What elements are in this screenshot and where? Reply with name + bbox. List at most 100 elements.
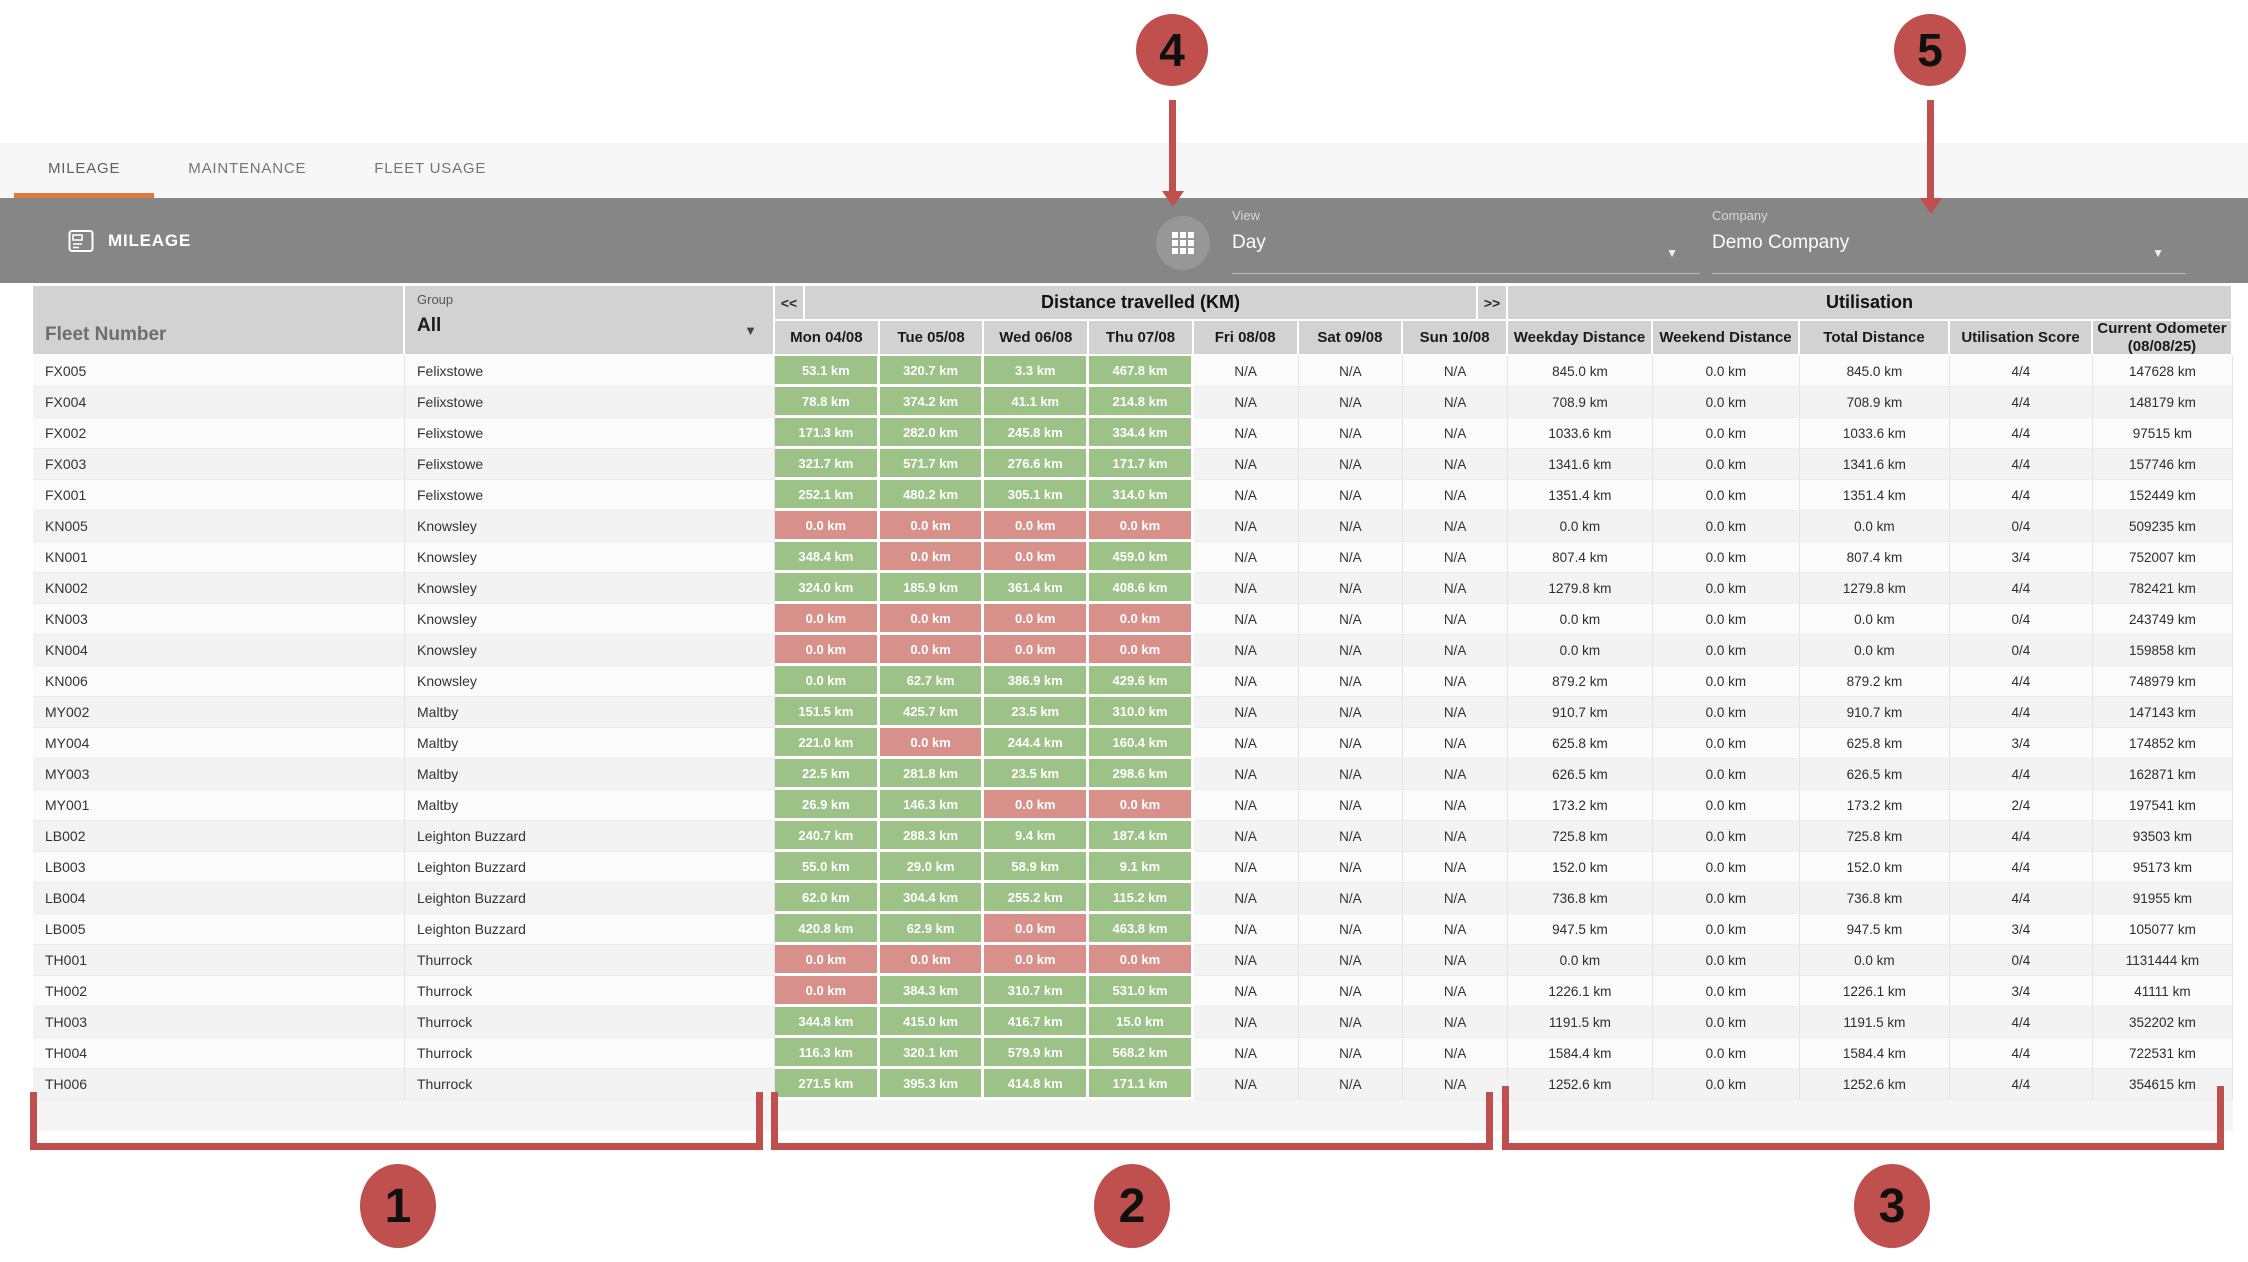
tab-mileage[interactable]: MILEAGE — [14, 143, 155, 198]
weekend-distance-cell: 0.0 km — [1652, 1038, 1800, 1069]
total-distance-cell: 1341.6 km — [1799, 449, 1950, 480]
group-cell: Felixstowe — [405, 387, 775, 418]
day-distance-cell: 459.0 km — [1089, 542, 1194, 573]
day-distance-cell: N/A — [1193, 1038, 1299, 1069]
day-distance-cell: N/A — [1403, 604, 1508, 635]
utilisation-score-cell: 4/4 — [1949, 1038, 2093, 1069]
view-select[interactable]: View Day ▼ — [1232, 208, 1700, 274]
total-distance-cell: 0.0 km — [1799, 945, 1950, 976]
weekday-distance-cell: 1351.4 km — [1507, 480, 1653, 511]
next-week-button[interactable]: >> — [1478, 286, 1508, 321]
day-distance-cell: 305.1 km — [984, 480, 1090, 511]
table-row: KN005 Knowsley 0.0 km 0.0 km 0.0 km 0.0 km N/A… — [33, 511, 2233, 542]
weekday-distance-cell: 807.4 km — [1507, 542, 1653, 573]
day-distance-cell: N/A — [1403, 418, 1508, 449]
previous-week-button[interactable]: << — [775, 286, 805, 321]
day-distance-cell: 271.5 km — [775, 1069, 880, 1100]
grid-view-button[interactable] — [1156, 216, 1210, 270]
day-distance-cell: 0.0 km — [879, 542, 985, 573]
fleet-number-cell: TH006 — [33, 1069, 405, 1100]
day-distance-cell: 334.4 km — [1089, 418, 1194, 449]
utilisation-score-cell: 4/4 — [1949, 480, 2093, 511]
group-cell: Felixstowe — [405, 418, 775, 449]
grid-icon — [1172, 232, 1194, 254]
weekday-distance-cell: 625.8 km — [1507, 728, 1653, 759]
view-value: Day — [1232, 232, 1266, 253]
table-row: TH006 Thurrock 271.5 km 395.3 km 414.8 km 171… — [33, 1069, 2233, 1100]
day-distance-cell: N/A — [1298, 1038, 1404, 1069]
fleet-number-cell: TH002 — [33, 976, 405, 1007]
table-row: LB002 Leighton Buzzard 240.7 km 288.3 km 9.4… — [33, 821, 2233, 852]
weekend-distance-cell: 0.0 km — [1652, 883, 1800, 914]
day-distance-cell: 62.0 km — [775, 883, 880, 914]
day-distance-cell: N/A — [1298, 914, 1404, 945]
group-value: All — [417, 315, 442, 336]
table-row: FX002 Felixstowe 171.3 km 282.0 km 245.8 km 3… — [33, 418, 2233, 449]
weekend-distance-cell: 0.0 km — [1652, 821, 1800, 852]
day-distance-cell: N/A — [1403, 914, 1508, 945]
weekend-distance-cell: 0.0 km — [1652, 697, 1800, 728]
odometer-cell: 97515 km — [2092, 418, 2233, 449]
day-distance-cell: 579.9 km — [984, 1038, 1090, 1069]
table-header: Fleet Number Group All ▼ << Distance tra… — [33, 286, 2233, 356]
fleet-number-cell: LB005 — [33, 914, 405, 945]
annotation-marker-5: 5 — [1894, 14, 1966, 86]
day-distance-cell: 0.0 km — [1089, 635, 1194, 666]
annotation-bracket-3 — [1502, 1086, 2224, 1150]
odometer-cell: 148179 km — [2092, 387, 2233, 418]
utilisation-score-cell: 0/4 — [1949, 945, 2093, 976]
total-distance-cell: 845.0 km — [1799, 356, 1950, 387]
company-select[interactable]: Company Demo Company ▼ — [1712, 208, 2186, 274]
group-filter-dropdown[interactable]: Group All ▼ — [405, 286, 775, 356]
odometer-cell: 93503 km — [2092, 821, 2233, 852]
weekday-distance-cell: 173.2 km — [1507, 790, 1653, 821]
day-distance-cell: N/A — [1403, 542, 1508, 573]
group-cell: Knowsley — [405, 604, 775, 635]
utilisation-score-cell: 4/4 — [1949, 573, 2093, 604]
group-cell: Thurrock — [405, 1069, 775, 1100]
annotation-marker-3: 3 — [1854, 1164, 1930, 1248]
utilisation-score-cell: 3/4 — [1949, 728, 2093, 759]
toolbar-title: MILEAGE — [108, 230, 192, 250]
weekday-distance-cell: 1279.8 km — [1507, 573, 1653, 604]
day-distance-cell: 310.7 km — [984, 976, 1090, 1007]
weekday-distance-cell: 947.5 km — [1507, 914, 1653, 945]
day-distance-cell: 320.7 km — [879, 356, 985, 387]
day-distance-cell: 240.7 km — [775, 821, 880, 852]
day-distance-cell: N/A — [1298, 821, 1404, 852]
day-distance-cell: N/A — [1403, 852, 1508, 883]
utilisation-score-cell: 4/4 — [1949, 821, 2093, 852]
day-distance-cell: 568.2 km — [1089, 1038, 1194, 1069]
day-distance-cell: N/A — [1193, 604, 1299, 635]
total-distance-cell: 152.0 km — [1799, 852, 1950, 883]
group-cell: Thurrock — [405, 1007, 775, 1038]
day-distance-cell: 310.0 km — [1089, 697, 1194, 728]
group-cell: Leighton Buzzard — [405, 914, 775, 945]
weekend-distance-cell: 0.0 km — [1652, 759, 1800, 790]
group-cell: Leighton Buzzard — [405, 852, 775, 883]
table-row: MY003 Maltby 22.5 km 281.8 km 23.5 km 298.6 k… — [33, 759, 2233, 790]
utilisation-score-cell: 4/4 — [1949, 1069, 2093, 1100]
odometer-cell: 354615 km — [2092, 1069, 2233, 1100]
day-distance-cell: 0.0 km — [984, 945, 1090, 976]
day-distance-cell: 116.3 km — [775, 1038, 880, 1069]
odometer-cell: 159858 km — [2092, 635, 2233, 666]
annotation-marker-2: 2 — [1094, 1164, 1170, 1248]
day-distance-cell: 0.0 km — [984, 604, 1090, 635]
tab-fleet-usage[interactable]: FLEET USAGE — [374, 159, 487, 177]
fleet-number-header[interactable]: Fleet Number — [33, 286, 405, 356]
total-distance-cell: 807.4 km — [1799, 542, 1950, 573]
weekend-distance-cell: 0.0 km — [1652, 1069, 1800, 1100]
day-distance-cell: N/A — [1298, 573, 1404, 604]
day-distance-cell: N/A — [1298, 790, 1404, 821]
tab-maintenance[interactable]: MAINTENANCE — [188, 159, 307, 177]
day-distance-cell: 0.0 km — [879, 945, 985, 976]
day-distance-cell: N/A — [1193, 387, 1299, 418]
weekday-distance-cell: 0.0 km — [1507, 604, 1653, 635]
table-row: TH001 Thurrock 0.0 km 0.0 km 0.0 km 0.0 km N/A… — [33, 945, 2233, 976]
total-distance-cell: 0.0 km — [1799, 511, 1950, 542]
day-distance-cell: N/A — [1193, 1069, 1299, 1100]
day-distance-cell: 23.5 km — [984, 697, 1090, 728]
day-distance-cell: N/A — [1298, 387, 1404, 418]
util-column-header: Weekday Distance — [1508, 321, 1653, 356]
